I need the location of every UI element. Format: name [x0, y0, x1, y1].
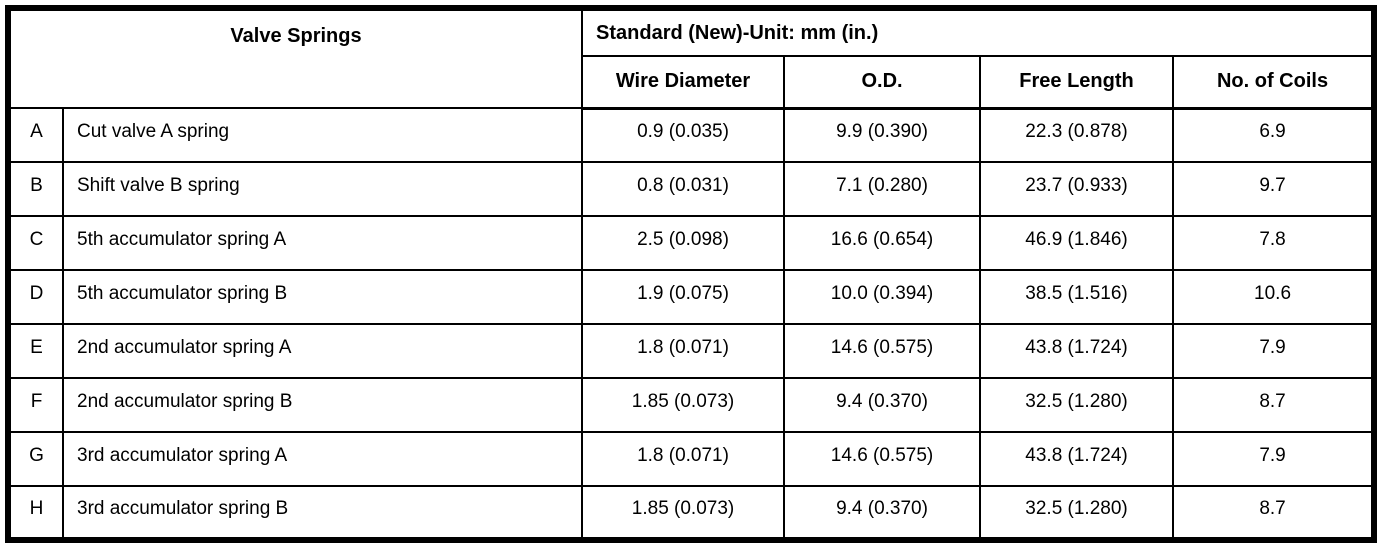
coils-cell: 10.6	[1172, 269, 1376, 325]
row-letter-cell: D	[7, 269, 64, 325]
wire-diameter-cell: 1.85 (0.073)	[581, 377, 786, 433]
row-letter-cell: E	[7, 323, 64, 379]
free-length-cell: 32.5 (1.280)	[979, 377, 1175, 433]
wire-diameter-cell: 1.9 (0.075)	[581, 269, 786, 325]
od-cell: 16.6 (0.654)	[783, 215, 982, 271]
unit-header: Standard (New)-Unit: mm (in.)	[581, 7, 1376, 57]
od-cell: 14.6 (0.575)	[783, 323, 982, 379]
free-length-cell: 32.5 (1.280)	[979, 485, 1175, 541]
table-title: Valve Springs	[6, 7, 584, 109]
od-cell: 10.0 (0.394)	[783, 269, 982, 325]
spring-name-cell: 2nd accumulator spring A	[61, 323, 584, 379]
row-letter-cell: H	[7, 485, 64, 541]
column-header-free-length: Free Length	[979, 55, 1175, 110]
row-letter-cell: C	[7, 215, 64, 271]
coils-cell: 7.9	[1172, 323, 1376, 379]
spring-name-cell: Shift valve B spring	[61, 161, 584, 217]
table-row: B Shift valve B spring 0.8 (0.031) 7.1 (…	[7, 161, 1376, 217]
row-letter-cell: B	[7, 161, 64, 217]
table-row: E 2nd accumulator spring A 1.8 (0.071) 1…	[7, 323, 1376, 379]
free-length-cell: 46.9 (1.846)	[979, 215, 1175, 271]
column-header-no-of-coils: No. of Coils	[1172, 55, 1376, 110]
table-row: D 5th accumulator spring B 1.9 (0.075) 1…	[7, 269, 1376, 325]
spring-name-cell: 3rd accumulator spring A	[61, 431, 584, 487]
spring-name-cell: 5th accumulator spring B	[61, 269, 584, 325]
row-letter-cell: A	[7, 107, 64, 163]
header-row-title: Valve Springs Standard (New)-Unit: mm (i…	[6, 7, 1376, 109]
free-length-cell: 23.7 (0.933)	[979, 161, 1175, 217]
table-row: A Cut valve A spring 0.9 (0.035) 9.9 (0.…	[7, 107, 1376, 163]
row-letter-cell: F	[7, 377, 64, 433]
wire-diameter-cell: 1.8 (0.071)	[581, 323, 786, 379]
spring-name-cell: 5th accumulator spring A	[61, 215, 584, 271]
spring-name-cell: Cut valve A spring	[61, 107, 584, 163]
valve-springs-table: Valve Springs Standard (New)-Unit: mm (i…	[5, 5, 1378, 543]
wire-diameter-cell: 0.9 (0.035)	[581, 107, 786, 163]
free-length-cell: 22.3 (0.878)	[979, 107, 1175, 163]
table-row: C 5th accumulator spring A 2.5 (0.098) 1…	[7, 215, 1376, 271]
wire-diameter-cell: 1.8 (0.071)	[581, 431, 786, 487]
od-cell: 7.1 (0.280)	[783, 161, 982, 217]
free-length-cell: 43.8 (1.724)	[979, 431, 1175, 487]
od-cell: 14.6 (0.575)	[783, 431, 982, 487]
od-cell: 9.9 (0.390)	[783, 107, 982, 163]
header-row-columns: Wire Diameter O.D. Free Length No. of Co…	[8, 55, 1376, 110]
coils-cell: 6.9	[1172, 107, 1376, 163]
od-cell: 9.4 (0.370)	[783, 377, 982, 433]
table-row: G 3rd accumulator spring A 1.8 (0.071) 1…	[7, 431, 1376, 487]
wire-diameter-cell: 2.5 (0.098)	[581, 215, 786, 271]
coils-cell: 7.9	[1172, 431, 1376, 487]
table-row: H 3rd accumulator spring B 1.85 (0.073) …	[7, 485, 1376, 541]
coils-cell: 7.8	[1172, 215, 1376, 271]
row-letter-cell: G	[7, 431, 64, 487]
coils-cell: 8.7	[1172, 485, 1376, 541]
column-header-wire-diameter: Wire Diameter	[581, 55, 786, 110]
spring-name-cell: 2nd accumulator spring B	[61, 377, 584, 433]
free-length-cell: 38.5 (1.516)	[979, 269, 1175, 325]
wire-diameter-cell: 0.8 (0.031)	[581, 161, 786, 217]
column-header-od: O.D.	[783, 55, 982, 110]
wire-diameter-cell: 1.85 (0.073)	[581, 485, 786, 541]
table-row: F 2nd accumulator spring B 1.85 (0.073) …	[7, 377, 1376, 433]
coils-cell: 8.7	[1172, 377, 1376, 433]
coils-cell: 9.7	[1172, 161, 1376, 217]
spring-name-cell: 3rd accumulator spring B	[61, 485, 584, 541]
free-length-cell: 43.8 (1.724)	[979, 323, 1175, 379]
od-cell: 9.4 (0.370)	[783, 485, 982, 541]
